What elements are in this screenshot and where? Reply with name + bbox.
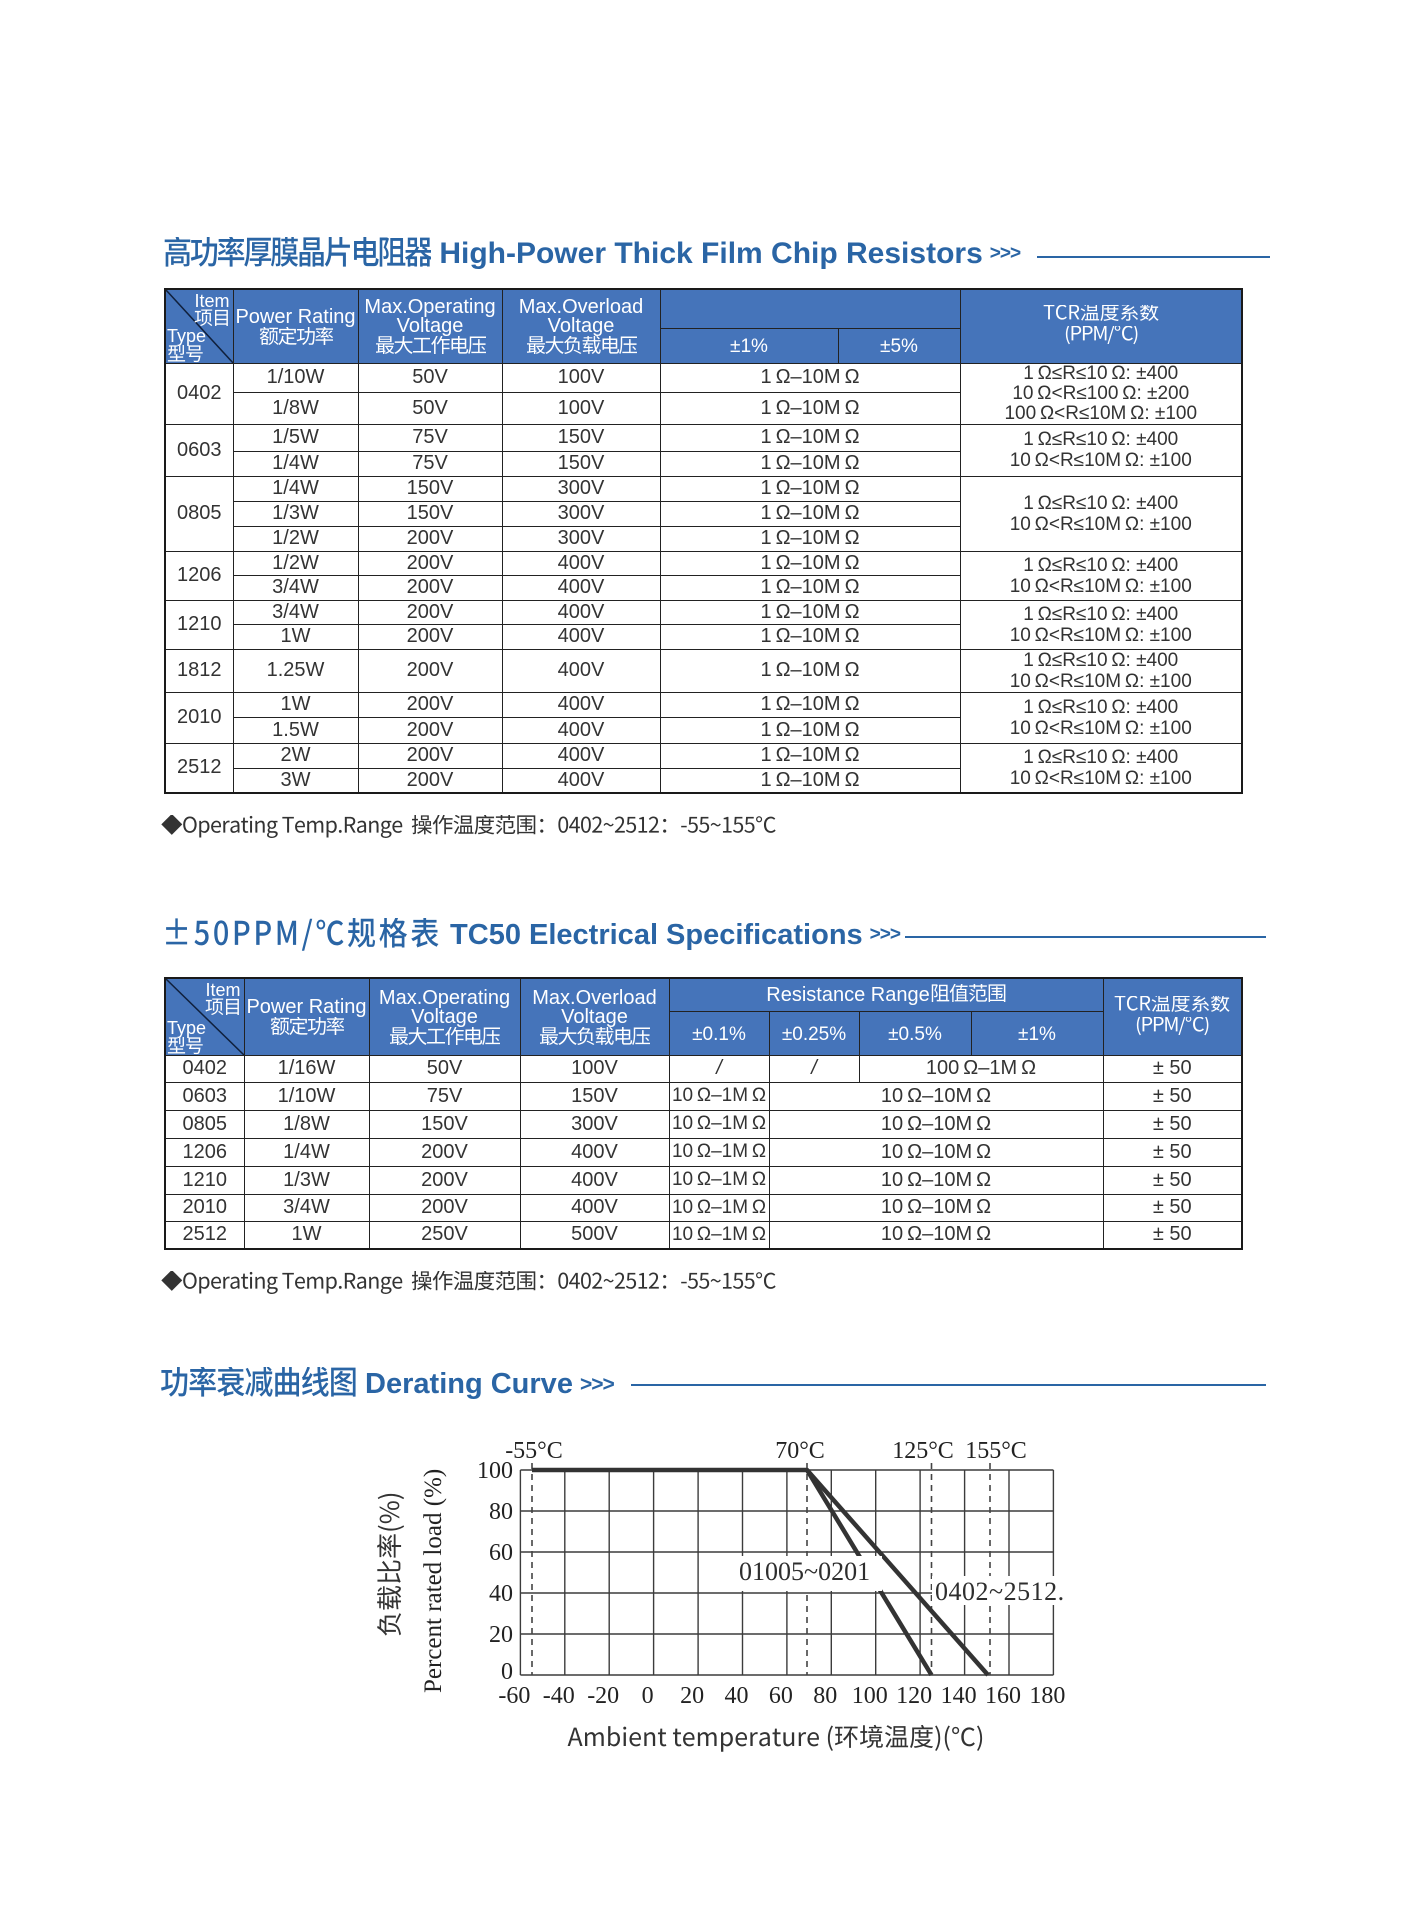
svg-text:125°C: 125°C [892, 1438, 954, 1464]
svg-text:0: 0 [642, 1683, 654, 1709]
svg-text:40: 40 [489, 1581, 513, 1607]
svg-text:0: 0 [501, 1659, 513, 1685]
svg-text:20: 20 [489, 1622, 513, 1648]
svg-text:40: 40 [725, 1683, 749, 1709]
svg-text:-20: -20 [587, 1683, 619, 1709]
svg-text:155°C: 155°C [965, 1438, 1027, 1464]
svg-text:80: 80 [489, 1499, 513, 1525]
svg-text:80: 80 [813, 1683, 837, 1709]
svg-text:-55°C: -55°C [505, 1438, 563, 1464]
svg-text:60: 60 [489, 1540, 513, 1566]
svg-text:140: 140 [941, 1683, 977, 1709]
svg-text:100: 100 [477, 1458, 513, 1484]
svg-text:180: 180 [1029, 1683, 1065, 1709]
svg-text:60: 60 [769, 1683, 793, 1709]
svg-text:0402~2512.: 0402~2512. [935, 1577, 1065, 1606]
svg-text:-60: -60 [498, 1683, 530, 1709]
svg-text:70°C: 70°C [775, 1438, 825, 1464]
svg-text:120: 120 [896, 1683, 932, 1709]
svg-text:160: 160 [985, 1683, 1021, 1709]
svg-text:01005~0201: 01005~0201 [739, 1557, 870, 1586]
svg-text:-40: -40 [543, 1683, 575, 1709]
svg-text:Percent rated load (%): Percent rated load (%) [420, 1469, 447, 1693]
svg-text:20: 20 [680, 1683, 704, 1709]
svg-text:100: 100 [852, 1683, 888, 1709]
